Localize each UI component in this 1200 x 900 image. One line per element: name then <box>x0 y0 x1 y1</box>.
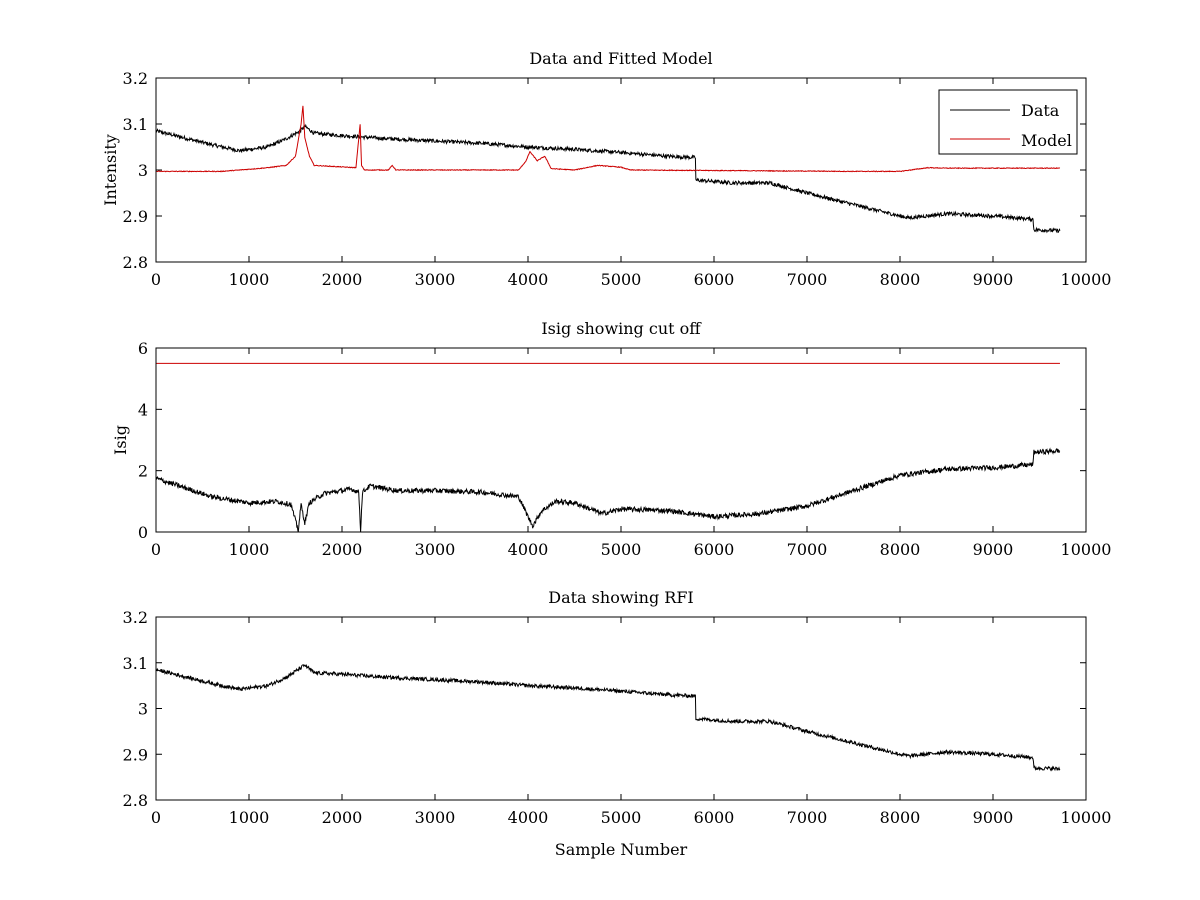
x-tick-label: 2000 <box>322 270 363 289</box>
x-tick-label: 4000 <box>508 540 549 559</box>
x-tick-label: 7000 <box>787 270 828 289</box>
x-tick-label: 1000 <box>229 808 270 827</box>
x-tick-label: 3000 <box>415 808 456 827</box>
x-tick-label: 1000 <box>229 540 270 559</box>
y-tick-label: 2.9 <box>123 745 148 764</box>
panel-data-and-model: 0 1000 2000 3000 4000 5000 6000 7000 8000 9000 100… <box>101 49 1111 289</box>
x-tick-label: 0 <box>151 540 161 559</box>
y-tick-label: 2.8 <box>123 253 148 272</box>
y-axis-label: Intensity <box>101 134 120 206</box>
y-tick-label: 6 <box>138 339 148 358</box>
x-tick-label: 6000 <box>694 270 735 289</box>
panel-isig: 0 1000 2000 3000 4000 5000 6000 7000 8000 9000 100… <box>111 319 1111 559</box>
x-tick-label: 10000 <box>1061 808 1112 827</box>
legend-box <box>938 89 1078 155</box>
legend-entry-data: Data <box>1021 101 1060 120</box>
x-tick-label: 6000 <box>694 540 735 559</box>
x-tick-label: 9000 <box>973 540 1014 559</box>
x-tick-label: 8000 <box>880 270 921 289</box>
legend-entry-model: Model <box>1021 131 1072 150</box>
x-tick-label: 4000 <box>508 808 549 827</box>
series-line-model <box>155 105 1061 173</box>
chart-title: Isig showing cut off <box>541 319 702 338</box>
x-tick-label: 0 <box>151 270 161 289</box>
x-tick-label: 10000 <box>1061 270 1112 289</box>
x-tick-label: 5000 <box>601 540 642 559</box>
series-line-data <box>155 123 1061 234</box>
chart-title: Data showing RFI <box>548 588 693 607</box>
x-tick-label: 2000 <box>322 808 363 827</box>
y-tick-label: 3 <box>138 700 148 719</box>
y-axis-label: Isig <box>111 425 130 455</box>
x-tick-label: 9000 <box>973 270 1014 289</box>
series-line-series-0 <box>155 447 1061 533</box>
x-tick-label: 5000 <box>601 808 642 827</box>
x-tick-label: 0 <box>151 808 161 827</box>
y-tick-label: 3.2 <box>123 69 148 88</box>
x-tick-label: 2000 <box>322 540 363 559</box>
y-tick-label: 3.1 <box>123 654 148 673</box>
panel-rfi: 0 1000 2000 3000 4000 5000 6000 7000 8000 9000 100… <box>123 588 1112 859</box>
y-tick-label: 0 <box>138 523 148 542</box>
x-tick-label: 3000 <box>415 270 456 289</box>
x-tick-label: 1000 <box>229 270 270 289</box>
x-axis-label: Sample Number <box>555 840 688 859</box>
series-line-series-0 <box>155 664 1061 772</box>
x-tick-label: 8000 <box>880 540 921 559</box>
y-tick-label: 3 <box>138 161 148 180</box>
x-tick-label: 8000 <box>880 808 921 827</box>
y-tick-label: 4 <box>138 400 148 419</box>
y-tick-label: 2 <box>138 462 148 481</box>
x-tick-label: 7000 <box>787 808 828 827</box>
x-tick-label: 6000 <box>694 808 735 827</box>
y-tick-label: 2.9 <box>123 207 148 226</box>
x-tick-label: 10000 <box>1061 540 1112 559</box>
x-tick-label: 9000 <box>973 808 1014 827</box>
y-tick-label: 3.1 <box>123 115 148 134</box>
y-tick-label: 3.2 <box>123 608 148 627</box>
legend: Data Model <box>938 89 1078 155</box>
x-tick-label: 7000 <box>787 540 828 559</box>
x-tick-label: 5000 <box>601 270 642 289</box>
x-tick-label: 3000 <box>415 540 456 559</box>
x-tick-label: 4000 <box>508 270 549 289</box>
chart-title: Data and Fitted Model <box>529 49 712 68</box>
y-tick-label: 2.8 <box>123 791 148 810</box>
